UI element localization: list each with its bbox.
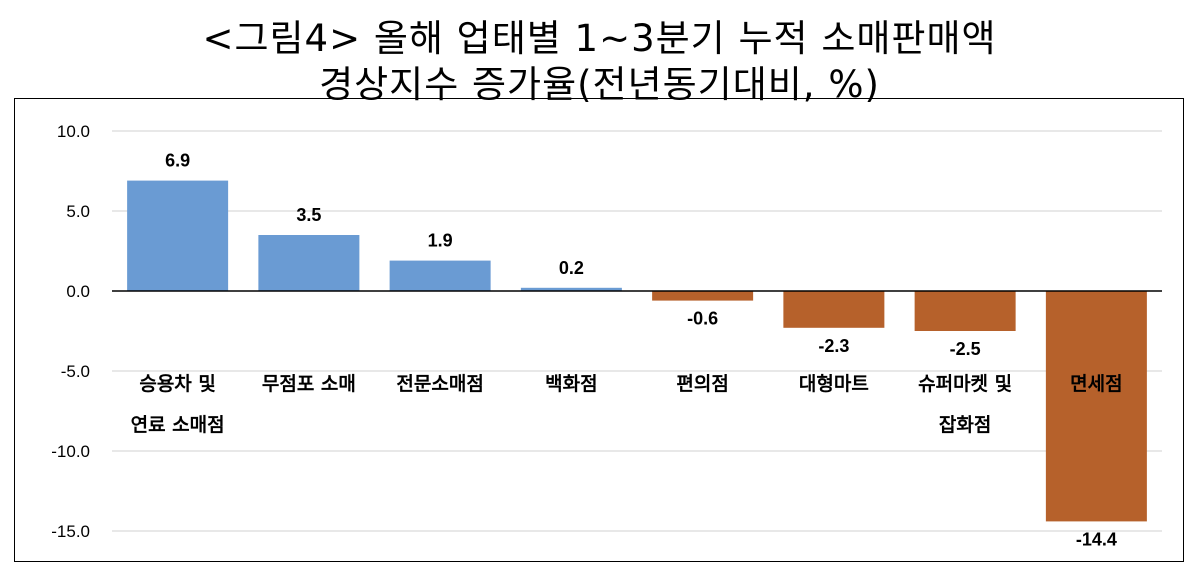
data-label: -2.3 bbox=[818, 336, 849, 356]
category-label: 잡화점 bbox=[939, 414, 991, 436]
data-label: 0.2 bbox=[559, 258, 584, 278]
category-label: 백화점 bbox=[545, 373, 597, 395]
chart-title: <그림4> 올해 업태별 1~3분기 누적 소매판매액 bbox=[202, 17, 997, 60]
data-label: 3.5 bbox=[296, 205, 321, 225]
category-label: 연료 소매점 bbox=[131, 414, 225, 436]
data-label: 1.9 bbox=[428, 231, 453, 251]
category-label: 무점포 소매 bbox=[262, 373, 356, 395]
category-label: 승용차 및 bbox=[139, 373, 216, 395]
y-tick-label: -15.0 bbox=[51, 522, 90, 541]
y-tick-label: 10.0 bbox=[57, 122, 90, 141]
bar bbox=[389, 260, 491, 291]
y-tick-label: -5.0 bbox=[61, 362, 90, 381]
bar bbox=[127, 180, 229, 291]
bar bbox=[1045, 291, 1147, 522]
category-label: 슈퍼마켓 및 bbox=[918, 373, 1012, 395]
data-label: -2.5 bbox=[950, 339, 981, 359]
y-tick-label: 0.0 bbox=[66, 282, 90, 301]
category-label: 대형마트 bbox=[799, 373, 869, 395]
bar bbox=[783, 291, 885, 328]
data-label: -14.4 bbox=[1076, 529, 1117, 549]
category-label: 편의점 bbox=[676, 373, 728, 395]
data-label: 6.9 bbox=[165, 151, 190, 171]
category-label: 전문소매점 bbox=[396, 373, 483, 395]
y-tick-label: 5.0 bbox=[66, 202, 90, 221]
y-tick-label: -10.0 bbox=[51, 442, 90, 461]
category-label: 면세점 bbox=[1070, 373, 1122, 395]
bar bbox=[520, 287, 622, 291]
chart-frame bbox=[14, 98, 1184, 562]
bar bbox=[652, 291, 754, 301]
data-label: -0.6 bbox=[687, 309, 718, 329]
bar bbox=[914, 291, 1016, 331]
bar bbox=[258, 235, 360, 291]
